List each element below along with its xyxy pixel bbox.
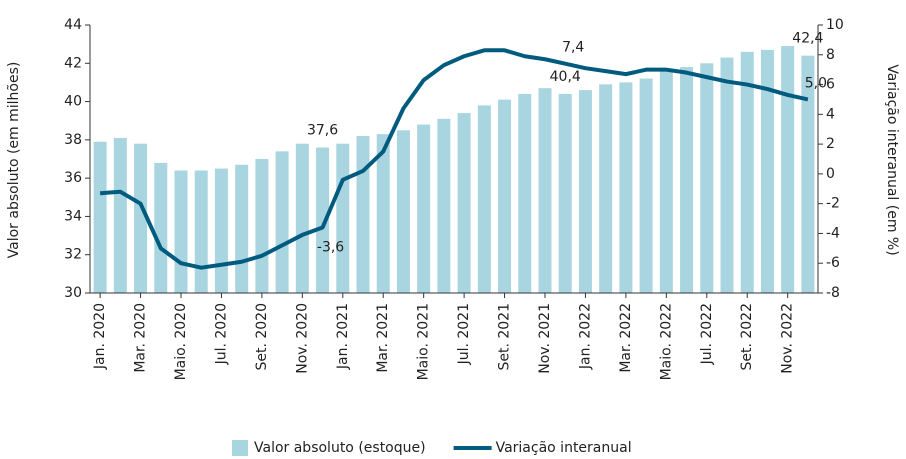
y2-tick-label: 8 (826, 47, 835, 63)
y-tick-label: 38 (64, 132, 82, 148)
line (99, 48, 809, 270)
x-tick-label: Jan. 2021 (335, 303, 351, 370)
bar (760, 49, 774, 294)
y-tick-label: 34 (64, 208, 82, 224)
x-tick-label: Mar. 2020 (133, 303, 149, 373)
bar (437, 118, 451, 293)
x-tick-label: Set. 2022 (739, 303, 755, 371)
y-tick-label: 44 (64, 17, 82, 33)
x-tick-label: Maio. 2022 (658, 303, 674, 380)
bar (538, 88, 552, 294)
y2-tick-label: 6 (826, 77, 835, 93)
value-label: 40,4 (550, 69, 581, 85)
bar (477, 105, 491, 294)
y2-tick-label: 10 (826, 17, 844, 33)
bar (316, 147, 330, 293)
y2-axis-title: Variação interanual (em %) (884, 64, 900, 255)
x-tick-label: Mar. 2022 (618, 303, 634, 373)
bar (275, 151, 289, 293)
value-label: 42,4 (792, 31, 823, 47)
value-label: 7,4 (562, 40, 584, 56)
x-tick-label: Jul. 2021 (456, 303, 472, 365)
y-tick-label: 36 (64, 170, 82, 186)
bar (113, 137, 127, 293)
bar (396, 130, 410, 293)
x-tick-label: Set. 2020 (254, 303, 270, 371)
bar (639, 78, 653, 293)
x-tick-label: Maio. 2021 (416, 303, 432, 380)
bar (336, 143, 350, 293)
y-tick-label: 30 (64, 285, 82, 301)
bar (781, 46, 795, 293)
bar (417, 124, 431, 294)
y2-tick-label: 4 (826, 106, 835, 122)
x-tick-label: Jul. 2022 (699, 303, 715, 365)
y2-tick-label: -2 (826, 196, 840, 212)
y-tick-label: 40 (64, 94, 82, 110)
bar (376, 134, 390, 293)
bar (93, 141, 107, 293)
bar (740, 51, 754, 293)
bar (700, 63, 714, 294)
value-label: -3,6 (317, 239, 344, 255)
bar (518, 93, 532, 294)
x-tick-label: Jul. 2020 (213, 303, 229, 365)
x-tick-label: Jan. 2022 (577, 303, 593, 370)
x-tick-label: Nov. 2022 (780, 303, 796, 374)
x-tick-label: Mar. 2021 (375, 303, 391, 373)
x-tick-label: Jan. 2020 (92, 303, 108, 370)
bar (154, 162, 168, 293)
x-tick-label: Nov. 2021 (537, 303, 553, 374)
bar (255, 159, 269, 293)
y2-tick-label: -4 (826, 225, 840, 241)
value-label: 5,0 (805, 75, 827, 91)
bar (680, 67, 694, 293)
bar (558, 93, 572, 294)
y2-tick-label: 2 (826, 136, 835, 152)
y-tick-label: 42 (64, 55, 82, 71)
bar (659, 70, 673, 293)
bar (720, 57, 734, 293)
x-tick-label: Maio. 2020 (173, 303, 189, 380)
bar (599, 84, 613, 293)
y-axis-title: Valor absoluto (em milhões) (6, 62, 22, 259)
bar (457, 113, 471, 293)
bar (356, 136, 370, 293)
bar (174, 170, 188, 293)
value-label: 37,6 (307, 123, 338, 139)
bar (498, 99, 512, 294)
y2-tick-label: -6 (826, 255, 840, 271)
bar (801, 55, 815, 293)
y-tick-label: 32 (64, 247, 82, 263)
x-tick-label: Set. 2021 (497, 303, 513, 371)
legend-swatch (232, 440, 248, 456)
bar (134, 143, 148, 293)
bar (578, 90, 592, 293)
bar (619, 82, 633, 293)
bar (214, 168, 228, 293)
bar (235, 164, 249, 293)
bar (295, 143, 309, 293)
y2-tick-label: -8 (826, 285, 840, 301)
legend-label: Valor absoluto (estoque) (254, 440, 426, 456)
y2-tick-label: 0 (826, 166, 835, 182)
x-tick-label: Nov. 2020 (294, 303, 310, 374)
legend-label: Variação interanual (496, 440, 632, 456)
bar (194, 170, 208, 293)
